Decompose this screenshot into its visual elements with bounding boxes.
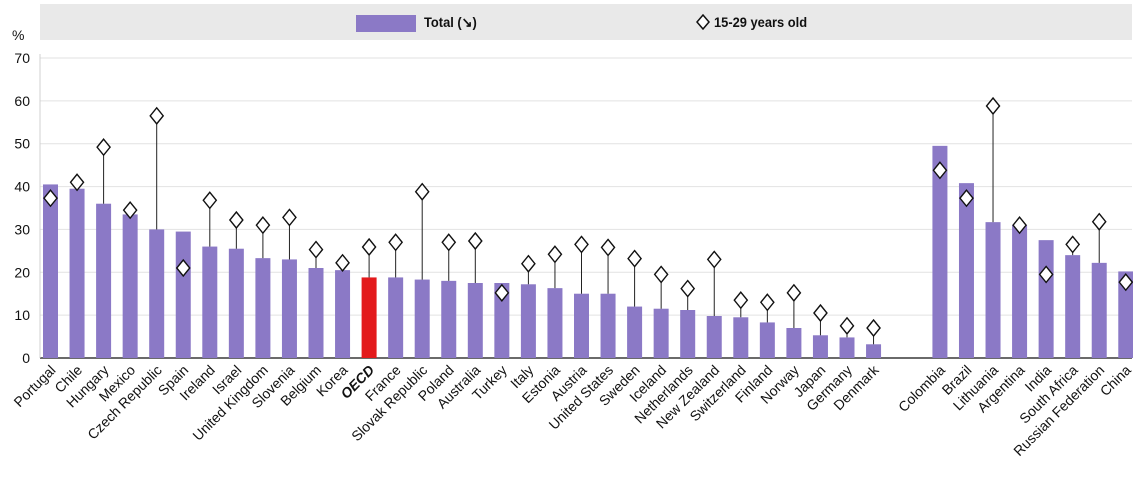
marker-japan bbox=[813, 303, 828, 323]
marker-brazil bbox=[959, 189, 974, 208]
y-axis-label: % bbox=[12, 27, 24, 43]
marker-hungary bbox=[96, 138, 112, 157]
marker-belgium bbox=[308, 240, 324, 259]
y-tick-label: 50 bbox=[14, 136, 30, 152]
marker-united-states bbox=[600, 238, 616, 257]
bar-chile bbox=[69, 188, 85, 358]
marker-poland bbox=[441, 233, 457, 252]
y-tick-label: 60 bbox=[14, 93, 30, 109]
bar-japan bbox=[812, 335, 828, 358]
bar-germany bbox=[839, 337, 855, 358]
marker-italy bbox=[520, 254, 536, 273]
marker-turkey bbox=[494, 283, 510, 302]
marker-denmark bbox=[866, 318, 881, 338]
bar-united-kingdom bbox=[255, 258, 271, 358]
marker-new-zealand bbox=[706, 250, 722, 269]
bar-belgium bbox=[308, 268, 324, 358]
bar-mexico bbox=[122, 214, 138, 358]
marker-mexico bbox=[122, 201, 138, 220]
bar-slovenia bbox=[281, 259, 297, 358]
bar-colombia bbox=[932, 145, 948, 358]
bar-portugal bbox=[43, 184, 58, 358]
bar-italy bbox=[520, 284, 536, 358]
marker-sweden bbox=[627, 249, 643, 268]
bar-oecd bbox=[361, 277, 377, 358]
bar-india bbox=[1038, 240, 1054, 358]
marker-france bbox=[388, 233, 404, 252]
y-tick-label: 40 bbox=[14, 179, 30, 195]
bar-netherlands bbox=[680, 310, 696, 358]
bar-israel bbox=[228, 248, 244, 358]
y-tick-label: 70 bbox=[14, 50, 30, 66]
bar-france bbox=[388, 277, 404, 358]
y-tick-label: 30 bbox=[14, 221, 30, 237]
bar-australia bbox=[467, 283, 483, 358]
bar-spain bbox=[175, 231, 191, 358]
marker-lithuania bbox=[985, 96, 1001, 116]
marker-switzerland bbox=[733, 291, 749, 310]
legend-young-label: 15-29 years old bbox=[714, 14, 808, 30]
bar-austria bbox=[574, 293, 589, 358]
legend-total-swatch bbox=[356, 15, 416, 32]
marker-netherlands bbox=[680, 279, 696, 298]
bar-iceland bbox=[653, 308, 669, 358]
marker-oecd bbox=[361, 237, 377, 257]
bar-denmark bbox=[866, 344, 882, 358]
legend-diamond-icon bbox=[696, 14, 710, 30]
marker-united-kingdom bbox=[255, 216, 271, 235]
marker-czech-republic bbox=[149, 106, 165, 125]
marker-finland bbox=[759, 293, 775, 312]
marker-spain bbox=[175, 258, 191, 278]
bar-ireland bbox=[202, 246, 218, 358]
bar-china bbox=[1118, 271, 1133, 358]
marker-india bbox=[1038, 265, 1054, 284]
bar-poland bbox=[441, 280, 457, 358]
bar-united-states bbox=[600, 293, 616, 358]
bar-turkey bbox=[494, 283, 510, 358]
marker-argentina bbox=[1012, 216, 1027, 235]
marker-china bbox=[1118, 273, 1133, 292]
bar-switzerland bbox=[733, 317, 749, 358]
bar-sweden bbox=[627, 306, 643, 358]
legend bbox=[40, 4, 1132, 40]
marker-austria bbox=[574, 235, 589, 254]
bar-finland bbox=[759, 322, 775, 358]
marker-korea bbox=[335, 253, 350, 272]
bar-norway bbox=[786, 328, 802, 358]
marker-portugal bbox=[43, 189, 58, 208]
marker-colombia bbox=[932, 161, 948, 180]
marker-germany bbox=[839, 316, 855, 335]
marker-slovenia bbox=[282, 208, 297, 227]
marker-australia bbox=[467, 231, 483, 251]
bar-czech-republic bbox=[149, 229, 165, 358]
bar-south-africa bbox=[1065, 255, 1081, 358]
bar-estonia bbox=[547, 288, 563, 358]
marker-iceland bbox=[653, 265, 669, 284]
bar-new-zealand bbox=[706, 316, 722, 358]
marker-russian-federation bbox=[1091, 212, 1107, 231]
bar-lithuania bbox=[985, 222, 1001, 358]
bar-hungary bbox=[96, 203, 112, 358]
marker-norway bbox=[786, 283, 802, 302]
marker-slovak-republic bbox=[414, 182, 430, 201]
legend-total-label: Total (↘) bbox=[424, 14, 477, 30]
marker-chile bbox=[69, 173, 85, 192]
y-tick-label: 0 bbox=[22, 350, 30, 366]
marker-estonia bbox=[547, 245, 563, 264]
marker-south-africa bbox=[1065, 235, 1081, 254]
bar-argentina bbox=[1012, 225, 1028, 358]
marker-ireland bbox=[202, 191, 218, 210]
bar-slovak-republic bbox=[414, 279, 430, 358]
x-tick-label: Portugal bbox=[10, 362, 58, 410]
bar-korea bbox=[335, 270, 351, 358]
bar-brazil bbox=[958, 183, 974, 358]
y-tick-label: 20 bbox=[14, 264, 30, 280]
marker-israel bbox=[228, 210, 244, 230]
bar-russian-federation bbox=[1091, 262, 1107, 358]
x-tick-label: China bbox=[1097, 362, 1133, 399]
y-tick-label: 10 bbox=[14, 307, 30, 323]
